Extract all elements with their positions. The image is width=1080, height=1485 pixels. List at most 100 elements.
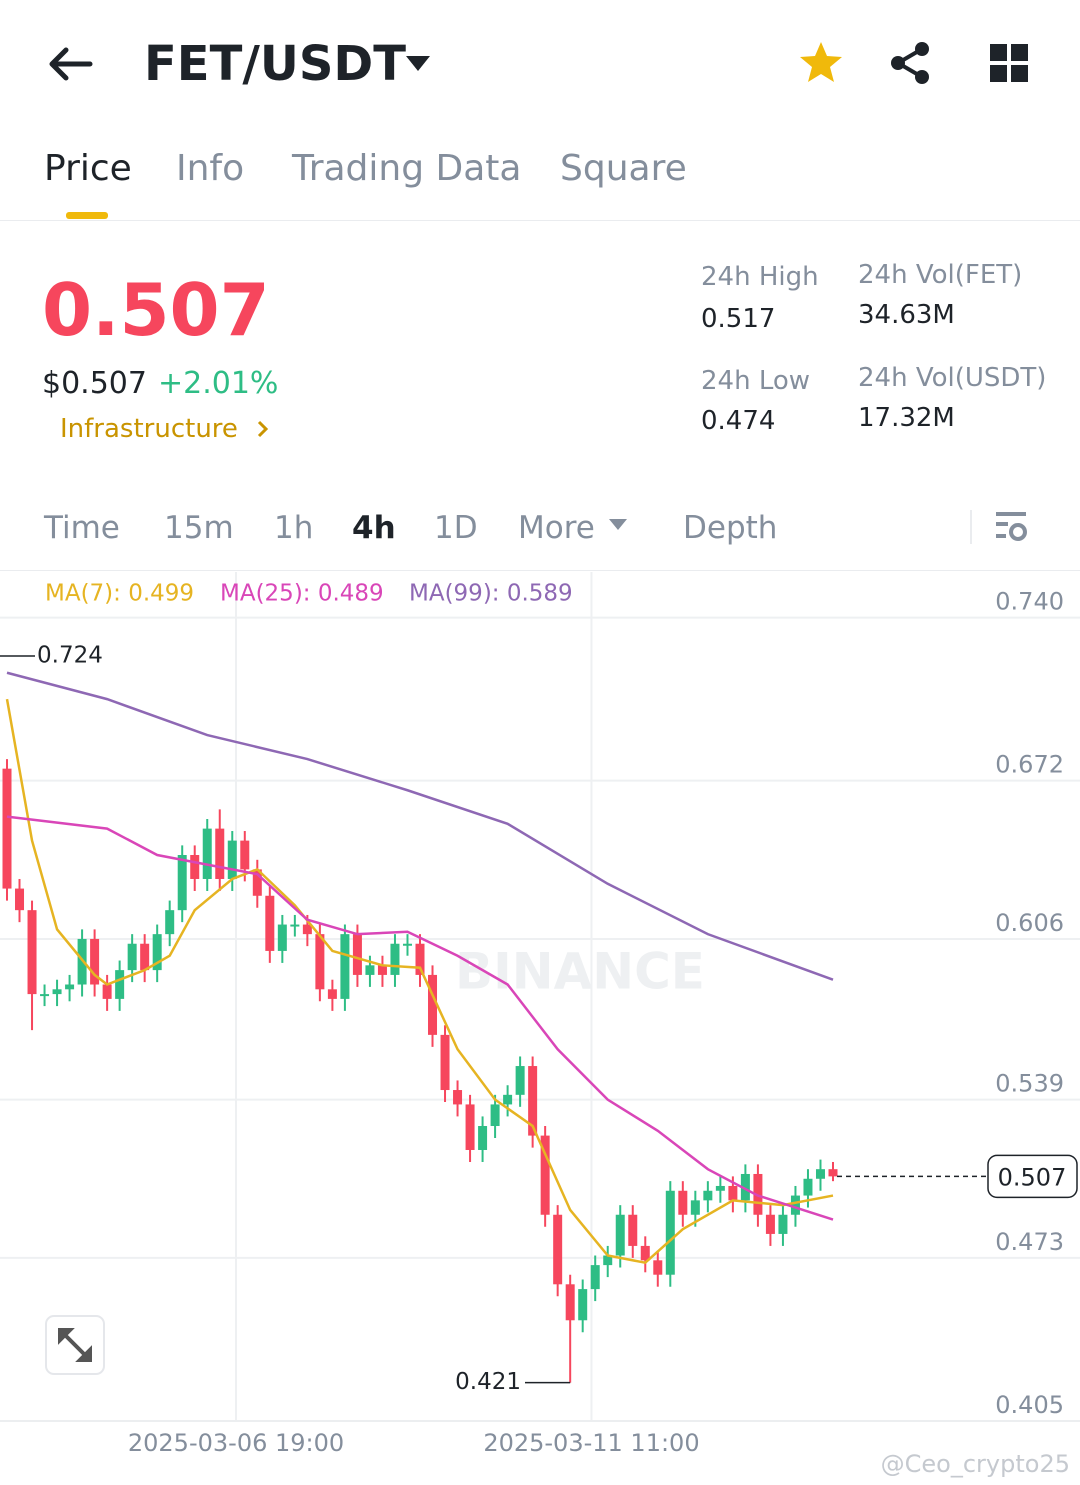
interval[interactable]: Time — [44, 510, 120, 546]
divider — [970, 510, 972, 544]
back-icon[interactable] — [46, 44, 94, 84]
interval[interactable]: Depth — [683, 510, 778, 546]
legend-label: MA(7): 0.499 — [45, 581, 194, 607]
price-change: +2.01% — [158, 366, 279, 401]
candle-body — [703, 1190, 713, 1201]
stat-value: 34.63M — [858, 300, 955, 330]
candle-body — [803, 1178, 813, 1196]
candle-body — [740, 1173, 750, 1201]
candle-body — [240, 840, 250, 870]
candle-body — [202, 828, 212, 879]
candle-body — [715, 1185, 725, 1191]
category-tag[interactable]: Infrastructure — [60, 414, 238, 444]
candle-body — [402, 943, 412, 946]
candle-body — [177, 855, 187, 911]
stat-label: 24h Vol(USDT) — [858, 363, 1047, 393]
last-price-box — [987, 1154, 1078, 1199]
candle-body — [65, 984, 75, 990]
stat-value: 17.32M — [858, 403, 955, 433]
interval[interactable]: 4h — [352, 510, 396, 546]
y-tick-label: 0.405 — [995, 1391, 1064, 1419]
candle-body — [690, 1200, 700, 1215]
favorite-icon[interactable] — [798, 40, 844, 86]
candle-body — [365, 965, 375, 975]
x-tick-label: 2025-03-11 11:00 — [483, 1429, 699, 1457]
candle-body — [528, 1066, 538, 1136]
stat-value: 0.517 — [701, 304, 776, 334]
y-tick-label: 0.740 — [995, 588, 1064, 616]
candle-body — [790, 1195, 800, 1215]
candle-body — [2, 768, 12, 889]
candle-body — [628, 1214, 638, 1246]
legend-label: MA(25): 0.489 — [220, 581, 384, 607]
candle-body — [515, 1066, 525, 1095]
candle-body — [678, 1190, 688, 1215]
candle-body — [265, 895, 275, 951]
chevron-icon[interactable] — [256, 419, 270, 439]
pair-title[interactable]: FET/USDT — [144, 36, 406, 92]
candle-body — [152, 934, 162, 971]
chart-watermark: BINANCE — [455, 943, 705, 1001]
candle-body — [190, 855, 200, 879]
interval[interactable]: 15m — [164, 510, 234, 546]
share-icon[interactable] — [888, 40, 934, 86]
candle-body — [227, 840, 237, 879]
ma-line — [6, 671, 834, 981]
candle-body — [565, 1284, 575, 1321]
candle-body — [440, 1034, 450, 1091]
ma-line — [5, 698, 834, 1265]
candle-body — [140, 943, 150, 971]
interval[interactable]: More — [518, 510, 595, 546]
candle-body — [815, 1169, 825, 1179]
legend-label: MA(99): 0.589 — [409, 581, 573, 607]
candle-body — [315, 934, 325, 990]
candle-body — [653, 1260, 663, 1275]
candle-body — [215, 828, 225, 879]
stat-label: 24h Low — [701, 366, 811, 396]
divider — [0, 220, 1080, 221]
candle-body — [415, 943, 425, 975]
candle-body — [428, 974, 438, 1035]
y-tick-label: 0.606 — [995, 909, 1064, 937]
candle-body — [590, 1265, 600, 1290]
candle-body — [828, 1169, 838, 1177]
stat-value: 0.474 — [701, 406, 776, 436]
x-tick-label: 2025-03-06 19:00 — [128, 1429, 344, 1457]
interval[interactable]: 1D — [434, 510, 478, 546]
last-price: 0.507 — [42, 268, 270, 352]
candle-body — [340, 934, 350, 999]
candle-body — [352, 934, 362, 975]
expand-icon[interactable] — [58, 1328, 92, 1362]
tab[interactable]: Trading Data — [292, 148, 522, 189]
candle-body — [778, 1214, 788, 1234]
y-tick-label: 0.473 — [995, 1228, 1064, 1256]
candle-body — [115, 970, 125, 999]
low-label: 0.421 — [455, 1369, 521, 1395]
settings-icon[interactable] — [994, 510, 1030, 546]
candle-body — [252, 869, 262, 896]
candle-body — [27, 910, 37, 995]
candle-body — [52, 989, 62, 995]
candle-body — [615, 1214, 625, 1256]
candle-body — [490, 1104, 500, 1127]
high-label: 0.724 — [37, 642, 103, 668]
watermark: @Ceo_crypto25 — [881, 1450, 1070, 1478]
last-price-label: 0.507 — [998, 1163, 1067, 1191]
candle-body — [15, 888, 25, 911]
candle-body — [290, 924, 300, 927]
tab[interactable]: Info — [176, 148, 245, 189]
tab[interactable]: Square — [560, 148, 687, 189]
y-tick-label: 0.539 — [995, 1070, 1064, 1098]
dropdown-icon[interactable] — [404, 54, 432, 74]
candle-body — [40, 994, 50, 997]
tab[interactable]: Price — [44, 148, 132, 189]
y-tick-label: 0.672 — [995, 751, 1064, 779]
interval[interactable]: 1h — [274, 510, 314, 546]
grid-icon[interactable] — [990, 44, 1030, 84]
candle-body — [553, 1214, 563, 1285]
more-icon[interactable] — [608, 518, 628, 532]
candle-body — [102, 984, 112, 999]
candle-body — [465, 1104, 475, 1150]
